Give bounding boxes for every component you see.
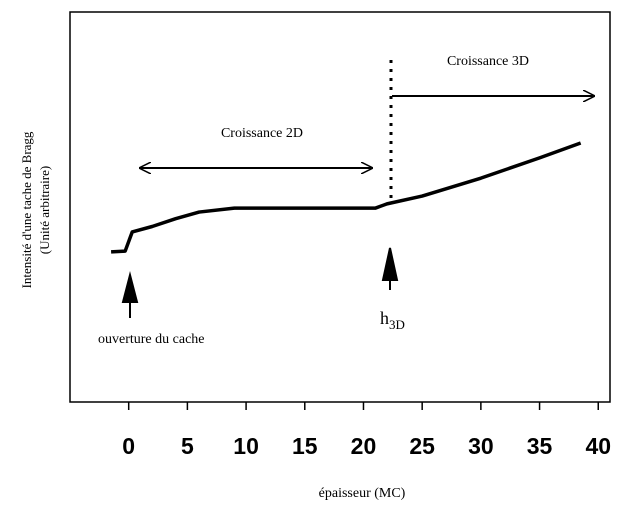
- annotation: ouverture du cache: [98, 332, 205, 347]
- x-tick-label: 20: [351, 433, 377, 459]
- y-label-line: (Unité arbitraire): [37, 166, 52, 254]
- h-label: h: [380, 308, 389, 328]
- x-tick-label: 10: [233, 433, 259, 459]
- x-tick-label: 5: [181, 433, 194, 459]
- y-label-line: Intensité d'une tache de Bragg: [19, 131, 34, 288]
- h-sub: 3D: [389, 317, 405, 332]
- annotation: Croissance 3D: [447, 54, 529, 69]
- x-tick-label: 30: [468, 433, 494, 459]
- x-tick-label: 40: [585, 433, 611, 459]
- x-tick-label: 25: [409, 433, 435, 459]
- plot-frame: [69, 11, 611, 403]
- annotation: h3D: [380, 308, 405, 332]
- up-arrow: [381, 247, 399, 290]
- x-label: épaisseur (MC): [319, 486, 406, 501]
- x-tick-label: 15: [292, 433, 318, 459]
- annotation: Croissance 2D: [221, 126, 303, 141]
- x-tick-label: 35: [527, 433, 553, 459]
- data-line: [110, 141, 582, 254]
- x-tick-label: 0: [122, 433, 135, 459]
- up-arrow: [121, 271, 139, 318]
- y-label: Intensité d'une tache de Bragg (Unité ar…: [19, 131, 52, 288]
